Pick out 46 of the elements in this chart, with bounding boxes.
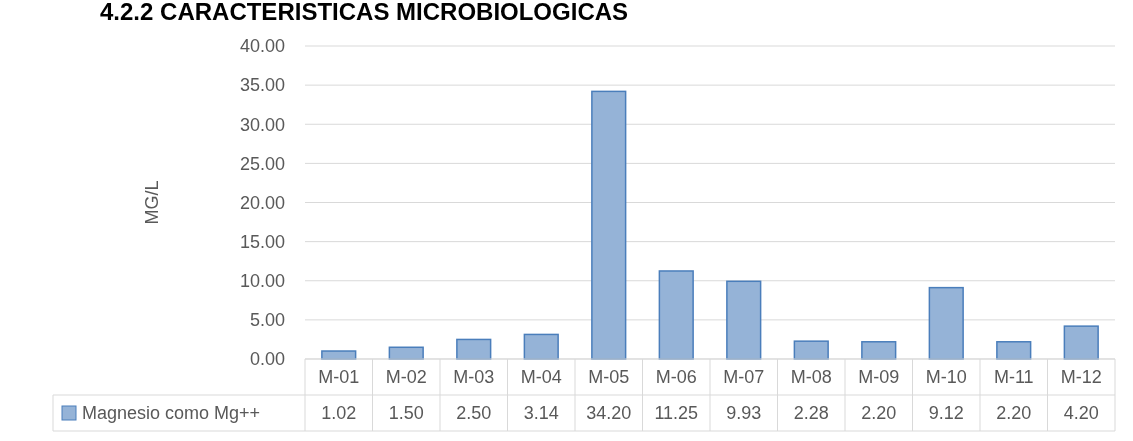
data-label: 2.20 <box>996 403 1032 423</box>
bar <box>928 286 964 360</box>
bar <box>996 341 1032 360</box>
bar <box>793 340 829 360</box>
x-tick-label: M-08 <box>790 367 832 387</box>
bar <box>658 270 694 360</box>
bar <box>1063 325 1099 360</box>
chart-title: 4.2.2 CARACTERISTICAS MICROBIOLOGICAS <box>100 0 629 25</box>
y-tick-label: 35.00 <box>239 75 285 96</box>
bar <box>456 338 492 360</box>
data-label: 11.25 <box>654 403 699 423</box>
x-tick-label: M-01 <box>318 367 360 387</box>
bar <box>591 90 627 360</box>
y-tick-label: 40.00 <box>239 36 285 57</box>
x-tick-label: M-06 <box>655 367 697 387</box>
data-label: 9.12 <box>928 403 964 423</box>
x-tick-label: M-10 <box>925 367 967 387</box>
data-label: 1.02 <box>321 403 357 423</box>
data-label: 2.28 <box>793 403 829 423</box>
x-tick-label: M-02 <box>385 367 427 387</box>
y-tick-label: 0.00 <box>249 349 285 370</box>
x-tick-label: M-09 <box>858 367 900 387</box>
data-label: 4.20 <box>1063 403 1099 423</box>
x-tick-label: M-11 <box>993 367 1034 387</box>
y-tick-label: 15.00 <box>239 231 285 252</box>
x-tick-label: M-12 <box>1060 367 1102 387</box>
y-tick-label: 30.00 <box>239 114 285 135</box>
legend-label: Magnesio como Mg++ <box>82 403 261 423</box>
bar <box>523 333 559 360</box>
data-label: 2.20 <box>861 403 897 423</box>
data-label: 34.20 <box>586 403 632 423</box>
y-tick-label: 20.00 <box>239 192 285 213</box>
y-tick-label: 5.00 <box>249 310 285 331</box>
data-label: 1.50 <box>388 403 424 423</box>
x-tick-label: M-05 <box>588 367 630 387</box>
x-tick-label: M-03 <box>453 367 495 387</box>
bar <box>726 280 762 360</box>
data-label: 3.14 <box>523 403 559 423</box>
bar <box>861 341 897 360</box>
data-label: 2.50 <box>456 403 492 423</box>
data-label: 9.93 <box>726 403 762 423</box>
y-axis-title: MG/L <box>142 180 162 225</box>
y-tick-label: 10.00 <box>239 271 285 292</box>
y-tick-label: 25.00 <box>239 153 285 174</box>
x-tick-label: M-04 <box>520 367 562 387</box>
x-tick-label: M-07 <box>723 367 765 387</box>
